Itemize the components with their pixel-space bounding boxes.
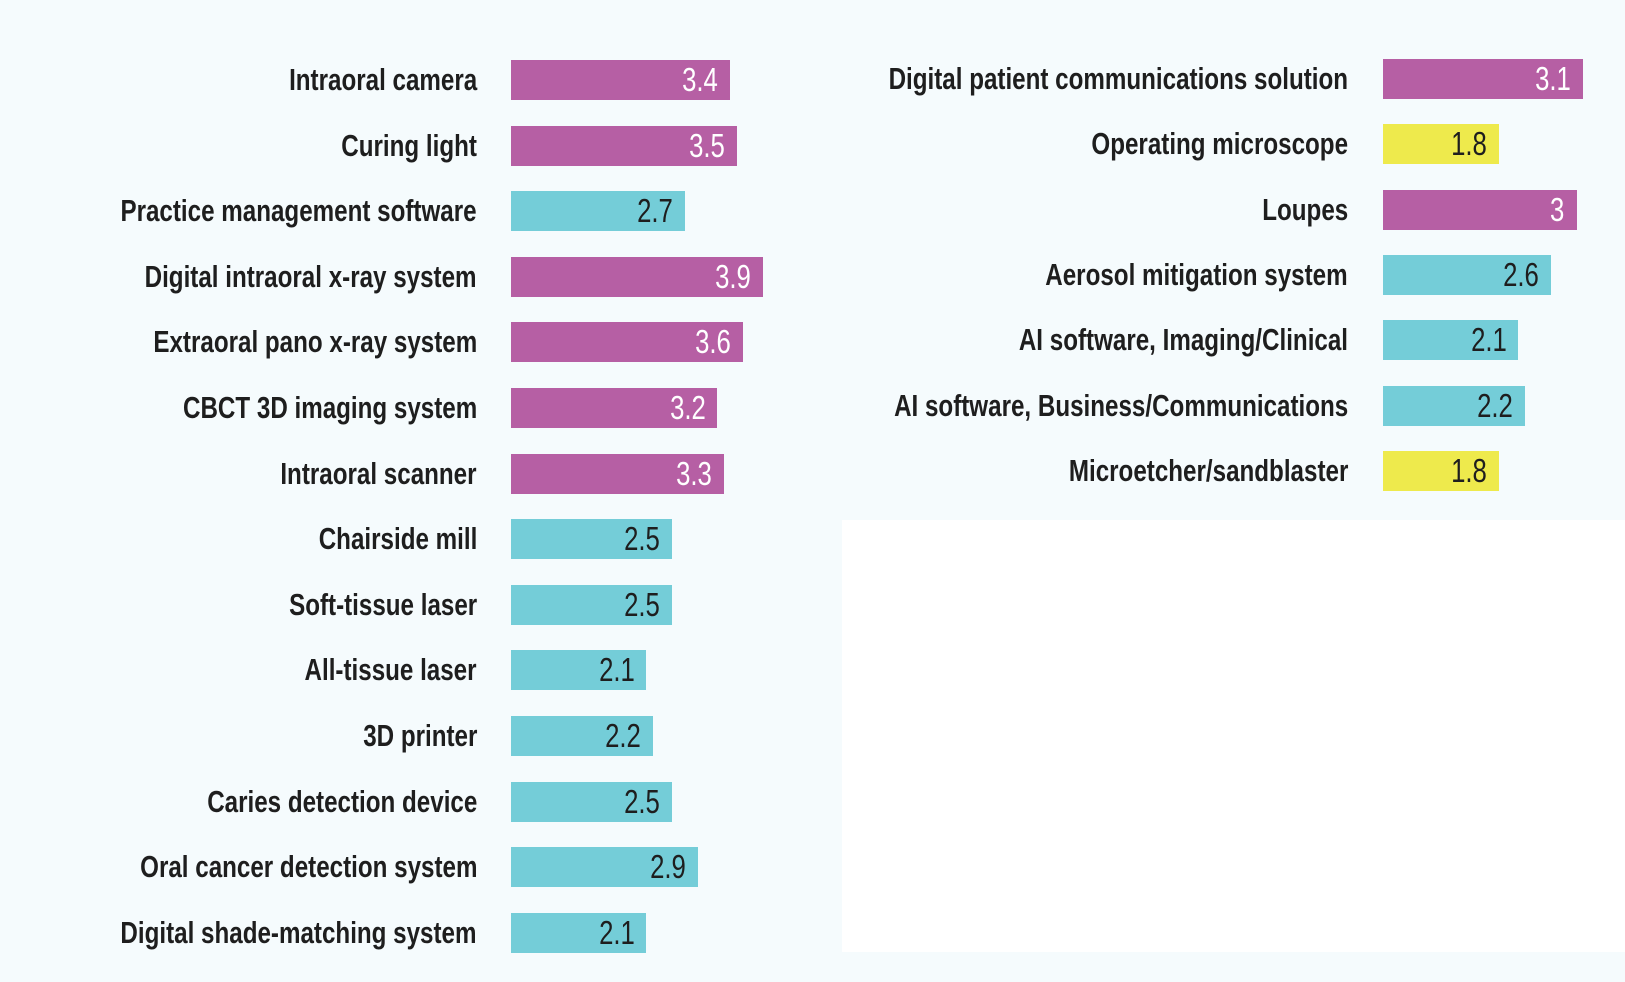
- value-label: 2.5: [624, 585, 661, 623]
- bar: [511, 256, 763, 297]
- category-label: Intraoral camera: [288, 62, 477, 97]
- value-label: 3.1: [1535, 60, 1571, 97]
- value-label: 3.6: [695, 323, 732, 361]
- category-label: 3D printer: [362, 718, 477, 753]
- bar: [1383, 59, 1583, 99]
- value-label: 1.8: [1451, 451, 1488, 489]
- bar: [511, 322, 744, 363]
- bar: [1383, 189, 1577, 230]
- category-label: AI software, Business/Communications: [893, 387, 1348, 423]
- value-label: 2.9: [650, 848, 687, 886]
- bar: [511, 716, 653, 756]
- category-label: Digital intraoral x-ray system: [145, 258, 477, 294]
- value-label: 3.2: [669, 389, 706, 426]
- category-label: Caries detection device: [206, 783, 477, 819]
- category-label: CBCT 3D imaging system: [182, 390, 477, 425]
- category-label: Oral cancer detection system: [139, 849, 477, 885]
- value-label: 2.6: [1502, 255, 1539, 293]
- bar: [1383, 320, 1519, 361]
- bar: [1383, 450, 1500, 491]
- value-label: 2.1: [598, 913, 635, 951]
- bar: [1383, 254, 1551, 295]
- value-label: 1.8: [1451, 125, 1488, 163]
- category-label: Microetcher/sandblaster: [1068, 452, 1348, 488]
- value-label: 2.7: [637, 192, 674, 230]
- background-panel: [842, 520, 1625, 952]
- category-label: Aerosol mitigation system: [1045, 256, 1348, 292]
- value-label: 2.2: [1477, 386, 1513, 424]
- category-label: Digital patient communications solution: [888, 61, 1348, 96]
- value-label: 2.5: [624, 782, 661, 820]
- bar: [511, 519, 673, 560]
- value-label: 3.4: [682, 61, 719, 98]
- bar: [511, 650, 647, 691]
- value-label: 2.2: [605, 717, 641, 754]
- category-label: AI software, Imaging/Clinical: [1018, 322, 1348, 358]
- bar: [511, 453, 724, 494]
- value-label: 3.5: [688, 126, 725, 164]
- category-label: Chairside mill: [318, 521, 477, 557]
- category-label: Loupes: [1262, 191, 1348, 227]
- bar: [1383, 124, 1500, 165]
- value-label: 3.9: [714, 257, 751, 295]
- category-label: Extraoral pano x-ray system: [153, 324, 477, 360]
- bar: [511, 388, 718, 428]
- category-label: Digital shade-matching system: [120, 914, 477, 950]
- category-label: Operating microscope: [1091, 126, 1348, 162]
- bar: [511, 781, 673, 822]
- bar: [1383, 385, 1525, 426]
- category-label: Curing light: [341, 127, 477, 163]
- category-label: Practice management software: [120, 193, 477, 229]
- category-label: Intraoral scanner: [280, 455, 477, 491]
- value-label: 3.3: [676, 454, 712, 492]
- category-label: All-tissue laser: [304, 652, 477, 688]
- bar: [511, 584, 673, 625]
- bar: [511, 125, 737, 166]
- bar: [511, 847, 699, 888]
- bar: [511, 60, 731, 100]
- bar: [511, 912, 647, 953]
- value-label: 2.1: [598, 651, 635, 689]
- value-label: 2.5: [624, 520, 661, 558]
- category-label: Soft-tissue laser: [288, 586, 477, 622]
- value-label: 3: [1550, 190, 1565, 228]
- value-label: 2.1: [1470, 321, 1507, 359]
- bar: [511, 191, 686, 232]
